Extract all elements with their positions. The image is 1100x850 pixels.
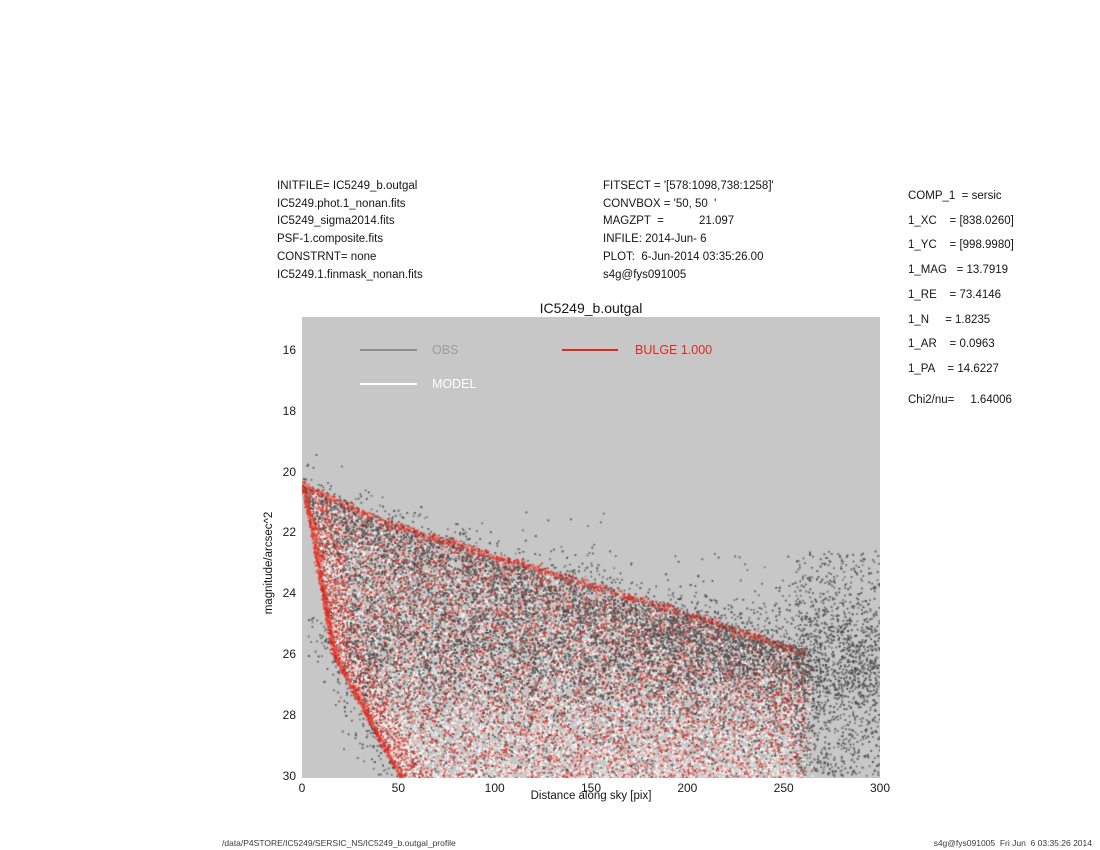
x-tick-label: 300 bbox=[869, 781, 891, 795]
y-tick-label: 28 bbox=[282, 708, 296, 722]
footer-output-path: /data/P4STORE/IC5249/SERSIC_NS/IC5249_b.… bbox=[222, 838, 456, 848]
x-tick-labels: 0 50 100 150 200 250 300 bbox=[298, 781, 890, 795]
x-tick-label: 50 bbox=[391, 781, 406, 795]
y-tick-label: 18 bbox=[282, 403, 296, 418]
y-tick-label: 16 bbox=[282, 342, 296, 357]
x-axis-label: Distance along sky [pix] bbox=[530, 790, 652, 802]
y-tick-labels: 16 18 20 22 24 26 28 30 bbox=[256, 317, 296, 783]
x-tick-label: 100 bbox=[484, 781, 505, 795]
y-tick-label: 24 bbox=[282, 586, 296, 601]
y-tick-label: 26 bbox=[282, 647, 296, 662]
chi2-value: Chi2/nu= 1.64006 bbox=[908, 394, 1012, 406]
x-tick-label: 0 bbox=[298, 781, 306, 795]
plot-title: IC5249_b.outgal bbox=[539, 300, 643, 316]
profile-plot-canvas bbox=[302, 317, 880, 778]
input-files-block: INITFILE= IC5249_b.outgal IC5249.phot.1_… bbox=[277, 180, 423, 281]
x-tick-label: 200 bbox=[677, 781, 698, 795]
x-tick-label: 250 bbox=[773, 781, 794, 795]
y-tick-label: 20 bbox=[282, 464, 296, 479]
y-tick-label: 30 bbox=[282, 768, 296, 783]
y-tick-label: 22 bbox=[282, 525, 296, 540]
footer-timestamp: s4g@fys091005 Fri Jun 6 03:35:26 2014 bbox=[933, 838, 1092, 848]
x-tick-label: 150 bbox=[580, 781, 602, 795]
fit-params-block: COMP_1 = sersic 1_XC = [838.0260] 1_YC =… bbox=[908, 190, 1014, 375]
fit-config-block: FITSECT = '[578:1098,738:1258]' CONVBOX … bbox=[603, 180, 774, 281]
